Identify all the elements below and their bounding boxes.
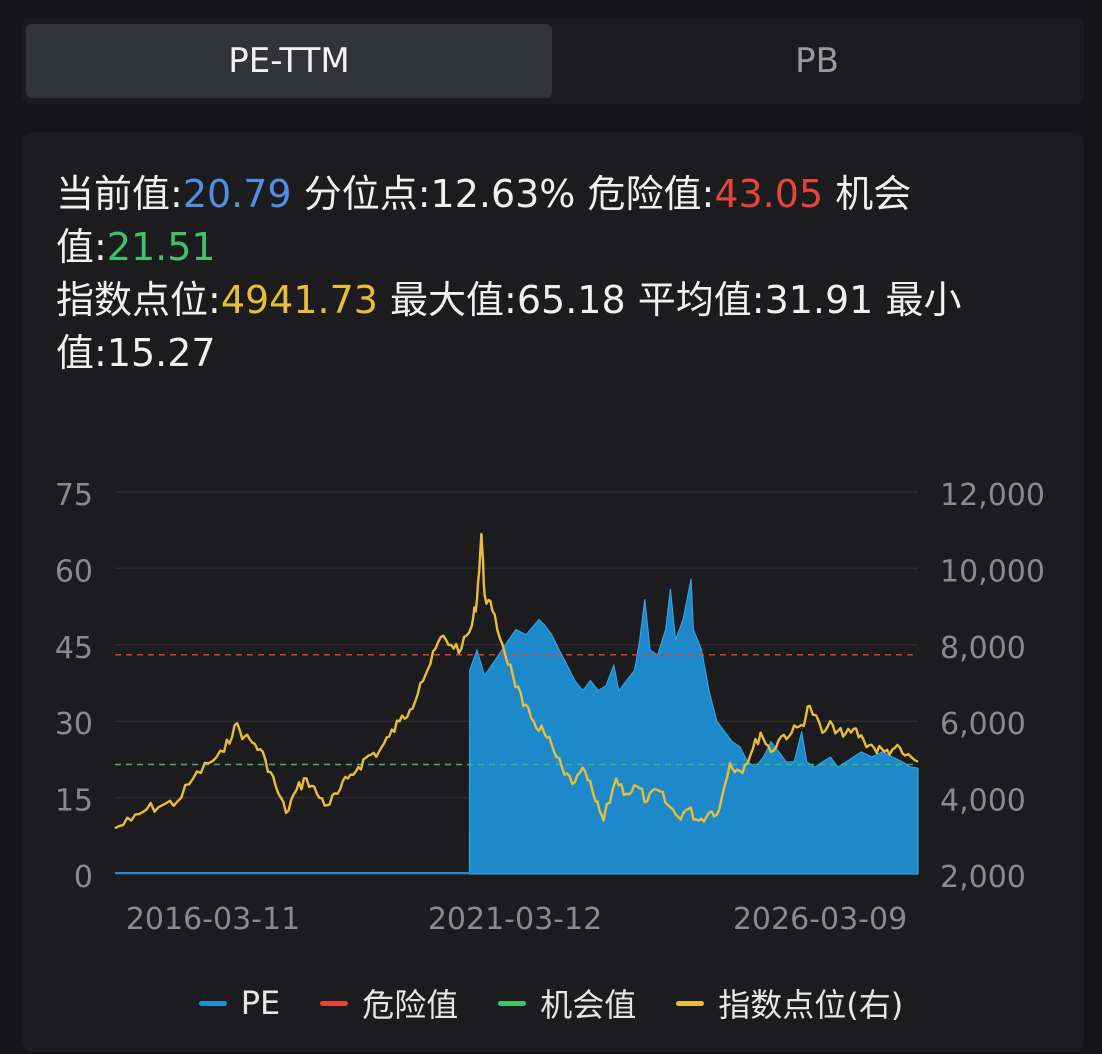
pe-chart: 0 2,000 15 4,000 30 6,000 45 8,000 60 10,000 75 12,… [55,478,1045,937]
danger-label: 危险值: [587,172,715,216]
max-value: 65.18 [516,278,626,322]
min-value: 15.27 [106,331,216,375]
legend-swatch-pe [198,1000,227,1006]
legend-item-index[interactable]: 指数点位(右) [676,980,903,1026]
y-left-tick-label: 75 [55,478,93,513]
legend-swatch-danger [320,1000,349,1006]
index-line-layer [114,532,919,830]
valuation-card [22,132,1084,1052]
legend-label-pe: PE [240,984,281,1022]
index-value: 4941.73 [220,278,378,322]
y-left-tick-label: 15 [55,784,93,819]
legend-swatch-opportunity [498,1000,527,1006]
percentile-label: 分位点: [303,172,431,216]
y-left-tick-label: 0 [74,860,93,895]
x-tick-label: 2021-03-12 [428,902,602,937]
opportunity-value: 21.51 [106,225,216,269]
current-label: 当前值: [56,172,183,216]
y-right-tick-label: 12,000 [940,478,1045,513]
index-label: 指数点位: [56,278,221,322]
legend-label-opportunity: 机会值 [540,986,637,1024]
legend-item-opportunity[interactable]: 机会值 [498,980,636,1026]
legend-item-pe[interactable]: PE [198,980,281,1026]
y-right-tick-label: 4,000 [940,784,1026,819]
index-line [114,532,919,830]
legend-swatch-index [676,1000,705,1006]
tab-bar: PE-TTM PB [22,18,1084,104]
pe-area-layer [115,578,919,875]
legend-label-danger: 危险值 [362,986,459,1024]
stats-line-2: 指数点位:4941.73 最大值:65.18 平均值:31.91 最小值:15.… [56,274,1036,380]
x-tick-label: 2016-03-11 [126,902,300,937]
tab-pb[interactable]: PB [795,41,839,81]
y-left-tick-label: 45 [55,631,93,666]
y-left-tick-label: 30 [55,707,93,742]
y-right-tick-label: 10,000 [940,554,1045,589]
legend-item-danger[interactable]: 危险值 [320,980,458,1026]
max-label: 最大值: [390,278,517,322]
y-right-tick-label: 2,000 [940,860,1026,895]
stats-line-1: 当前值:20.79 分位点:12.63% 危险值:43.05 机会值:21.51 [56,168,1036,274]
pe-area [468,578,919,875]
stats-panel: 当前值:20.79 分位点:12.63% 危险值:43.05 机会值:21.51… [56,168,1036,380]
current-value: 20.79 [182,172,292,216]
legend-label-index: 指数点位(右) [718,986,904,1024]
y-left-tick-label: 60 [55,554,93,589]
tab-pe-ttm[interactable]: PE-TTM [26,24,552,98]
avg-label: 平均值: [637,278,765,322]
reference-lines [115,653,918,766]
y-right-tick-label: 8,000 [940,631,1026,666]
danger-value: 43.05 [714,172,824,216]
chart-legend: PE 危险值 机会值 指数点位(右) [0,980,1102,1026]
axis-labels: 0 2,000 15 4,000 30 6,000 45 8,000 60 10,000 75 12,… [55,478,1045,937]
min-label: 最小值: [56,278,962,375]
percentile-value: 12.63% [430,172,576,216]
y-right-tick-label: 6,000 [940,707,1026,742]
x-tick-label: 2026-03-09 [733,902,907,937]
avg-value: 31.91 [764,278,874,322]
opportunity-label: 机会值: [56,172,912,269]
